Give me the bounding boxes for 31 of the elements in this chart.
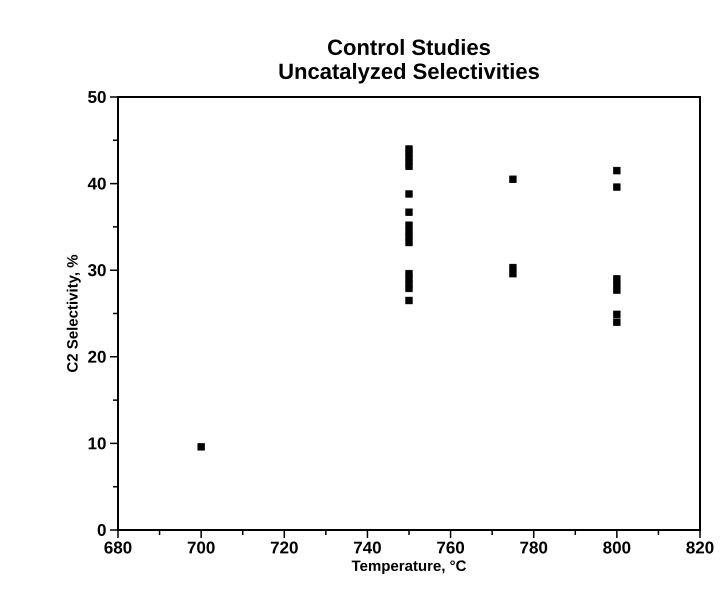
point — [613, 310, 621, 318]
point — [613, 318, 621, 326]
x-tick-label: 740 — [354, 542, 381, 554]
x-tick-label: 720 — [270, 542, 298, 554]
x-tick-label: 680 — [104, 542, 132, 554]
point — [197, 443, 205, 451]
x-tick-label: 820 — [686, 542, 714, 554]
point — [405, 296, 413, 304]
point — [509, 176, 517, 183]
chart-title: Control Studies Uncatalyzed Selectivities — [279, 38, 539, 84]
y-tick-label: 20 — [88, 350, 106, 363]
y-axis-title: C2 Selectivity, % — [66, 254, 81, 372]
point — [613, 166, 621, 174]
point — [405, 162, 413, 170]
y-tick-label: 10 — [88, 437, 106, 450]
point — [613, 286, 621, 294]
x-tick-label: 800 — [603, 542, 630, 554]
point — [405, 238, 413, 246]
y-tick-label: 30 — [88, 264, 106, 276]
y-tick-label: 40 — [88, 178, 106, 190]
point — [405, 208, 413, 216]
point — [405, 284, 413, 292]
x-tick-label: 760 — [437, 542, 464, 554]
x-tick-label: 700 — [188, 542, 215, 554]
point — [405, 190, 413, 198]
point — [509, 270, 517, 278]
x-axis-title: Temperature, °C — [352, 560, 466, 574]
point — [613, 183, 621, 191]
x-tick-label: 780 — [520, 542, 548, 554]
y-tick-label: 0 — [98, 524, 106, 536]
y-tick-label: 50 — [88, 90, 106, 104]
